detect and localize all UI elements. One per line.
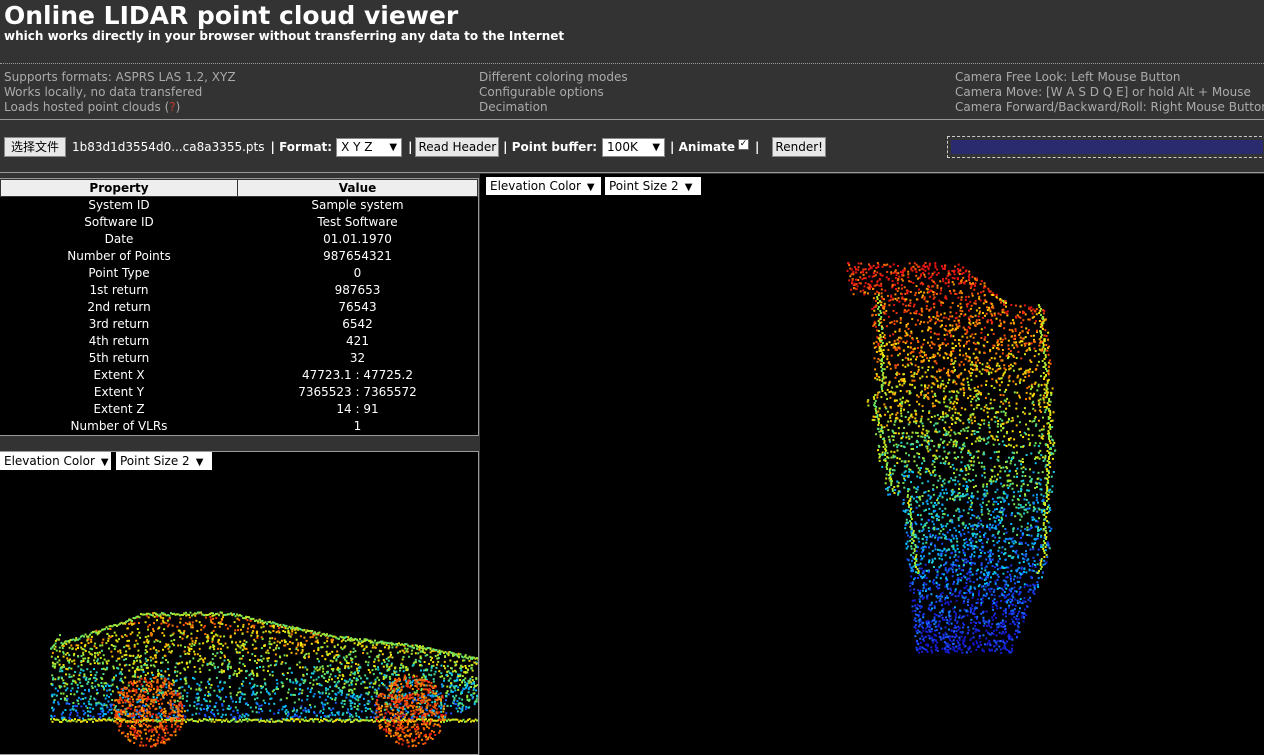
table-row: Software ID Test Software [1,214,478,231]
table-row: System ID Sample system [1,197,478,215]
property-name: 4th return [88,334,150,348]
features-modes: Different coloring modes Configurable op… [479,70,628,115]
help-link[interactable]: ? [169,100,176,114]
table-row: Extent X 47723.1 : 47725.2 [1,367,478,384]
table-row: 4th return 421 [1,333,478,350]
feature-item: Camera Free Look: Left Mouse Button [955,70,1181,84]
feature-item: Configurable options [479,85,604,99]
buffer-select[interactable]: 100K ▼ [602,137,666,157]
car-point-cloud-front [846,262,1057,654]
property-name: Number of Points [67,249,171,263]
animate-checkbox[interactable]: ✓ [738,138,750,150]
property-value: 6542 [342,317,373,331]
column-header-value: Value [237,179,478,197]
table-row: 5th return 32 [1,350,478,367]
property-value: 32 [349,351,366,365]
table-row: Number of VLRs 1 [1,418,478,435]
table-row: 3rd return 6542 [1,316,478,333]
chevron-down-icon: ▼ [586,182,595,193]
file-name: 1b83d1d3554d0...ca8a3355.pts [72,140,265,154]
property-name: Extent Z [93,402,145,416]
property-value: 987654321 [323,249,392,263]
read-header-button[interactable]: Read Header [415,137,500,157]
property-name: Extent Y [93,385,145,399]
format-select[interactable]: X Y Z ▼ [336,137,403,157]
progress-fill [951,140,1263,154]
feature-item: Camera Forward/Backward/Roll: Right Mous… [955,100,1264,114]
point-size-select[interactable]: Point Size 2 ▼ [605,177,701,195]
animate-label: | Animate [670,140,736,154]
property-name: 1st return [89,283,149,297]
table-row: Extent Y 7365523 : 7365572 [1,384,478,401]
feature-item: Works locally, no data transfered [4,85,203,99]
feature-item: Camera Move: [W A S D Q E] or hold Alt +… [955,85,1251,99]
chevron-down-icon: ▼ [195,457,204,468]
buffer-label: | Point buffer: [503,140,598,154]
page-title: Online LIDAR point cloud viewer [4,1,459,30]
feature-item: Supports formats: ASPRS LAS 1.2, XYZ [4,70,236,84]
property-name: Number of VLRs [70,419,168,433]
chevron-down-icon: ▼ [652,141,661,153]
feature-item: Decimation [479,100,548,114]
main-view-canvas[interactable]: Elevation Color ▼ Point Size 2 ▼ [480,174,1264,755]
chevron-down-icon: ▼ [100,457,109,468]
color-mode-select[interactable]: Elevation Color ▼ [486,177,601,195]
feature-item: Different coloring modes [479,70,628,84]
property-value: 421 [346,334,369,348]
property-value: 7365523 : 7365572 [298,385,417,399]
property-value: 0 [353,266,362,280]
separator: | [408,140,413,154]
toolbar-controls: 选择文件 1b83d1d3554d0...ca8a3355.pts | Form… [4,121,826,173]
column-header-property: Property [0,179,238,197]
properties-table: Property Value System ID Sample system Sof… [0,178,479,436]
property-name: System ID [88,198,150,212]
property-value: 14 : 91 [336,402,379,416]
separator: | [755,140,760,154]
table-row: 1st return 987653 [1,282,478,299]
property-name: 2nd return [87,300,151,314]
car-point-cloud-side [50,611,478,748]
property-value: 987653 [334,283,381,297]
property-value: 47723.1 : 47725.2 [302,368,413,382]
property-name: Date [104,232,134,246]
color-mode-select[interactable]: Elevation Color ▼ [0,452,111,470]
property-name: 3rd return [88,317,150,331]
features-panel: Supports formats: ASPRS LAS 1.2, XYZ Wor… [0,70,1264,120]
property-value: Sample system [311,198,404,212]
features-camera: Camera Free Look: Left Mouse Button Came… [955,70,1264,115]
property-value: 01.01.1970 [323,232,392,246]
property-name: 5th return [88,351,150,365]
property-name: Point Type [88,266,150,280]
features-formats: Supports formats: ASPRS LAS 1.2, XYZ Wor… [4,70,236,115]
chevron-down-icon: ▼ [684,182,693,193]
point-size-select[interactable]: Point Size 2 ▼ [116,452,212,470]
choose-file-button[interactable]: 选择文件 [4,137,67,157]
feature-item: Loads hosted point clouds (?) [4,100,181,114]
table-row: Number of Points 987654321 [1,248,478,265]
page-subtitle: which works directly in your browser wit… [4,29,565,43]
property-value: 76543 [338,300,377,314]
table-row: Extent Z 14 : 91 [1,401,478,418]
render-button[interactable]: Render! [772,137,826,157]
format-label: | Format: [270,140,333,154]
property-value: Test Software [317,215,398,229]
property-name: Extent X [93,368,145,382]
table-row: Point Type 0 [1,265,478,282]
progress-bar [947,136,1264,158]
property-value: 1 [353,419,362,433]
table-row: Date 01.01.1970 [1,231,478,248]
property-name: Software ID [84,215,154,229]
toolbar: 选择文件 1b83d1d3554d0...ca8a3355.pts | Form… [0,121,1264,173]
chevron-down-icon: ▼ [389,141,398,153]
page-header: Online LIDAR point cloud viewer which wo… [0,0,1264,64]
side-view-canvas[interactable]: Elevation Color ▼ Point Size 2 ▼ [0,451,479,755]
table-row: 2nd return 76543 [1,299,478,316]
